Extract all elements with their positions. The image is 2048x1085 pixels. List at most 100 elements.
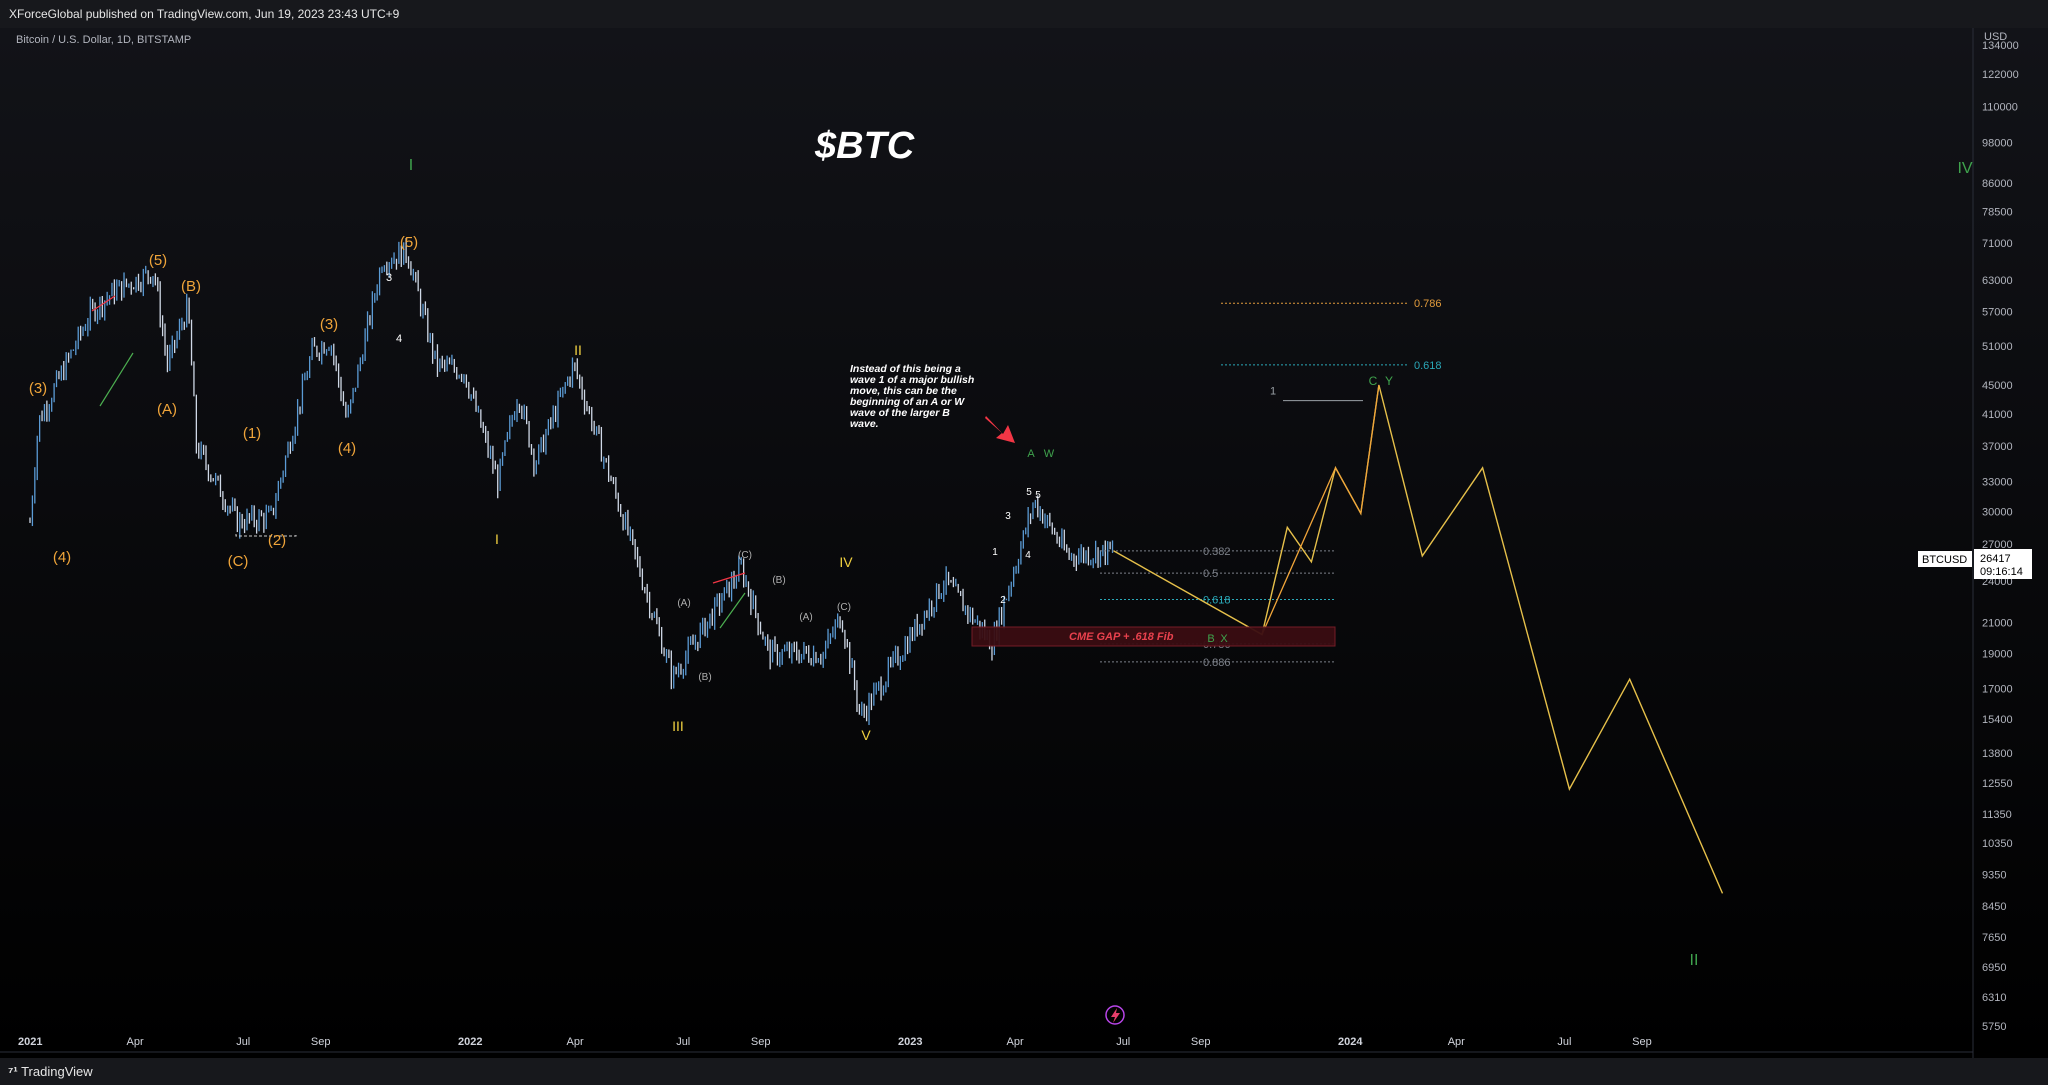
red-trendline [91,295,116,312]
price-tick: 13800 [1982,748,2013,760]
time-tick: 2024 [1338,1036,1363,1048]
time-tick: Sep [311,1036,331,1048]
wave-label: A [1027,448,1035,460]
chart-title: $BTC [814,125,915,167]
wave-label: (5) [149,252,167,269]
wave-label: IV [1957,160,1972,177]
wave-label: (C) [228,553,249,570]
price-tick: 19000 [1982,649,2013,661]
footer-bar: ⁷¹ TradingView [0,1058,2048,1085]
wave-label: II [1690,952,1699,969]
last-price-value: 26417 [1980,553,2011,565]
wave-label: 5 [1035,490,1041,501]
price-axis[interactable]: 134000 122000 110000 98000 86000 78500 71000 63… [1982,40,2019,1033]
wave-label: V [861,727,871,743]
chart-area[interactable]: Bitcoin / U.S. Dollar, 1D, BITSTAMP USD … [0,28,2048,1058]
lightning-event-icon[interactable] [1105,1005,1125,1025]
price-tick: 27000 [1982,539,2013,551]
publish-line: XForceGlobal published on TradingView.co… [9,7,400,21]
wave-label: I [495,531,499,547]
price-tick: 6310 [1982,992,2006,1004]
time-tick: Apr [566,1036,583,1048]
green-trendline [719,592,746,629]
wave-paths [1113,384,1724,894]
time-tick: Apr [1006,1036,1023,1048]
wave-label: II [574,342,582,358]
price-tick: 86000 [1982,178,2013,190]
wave-label: (3) [320,316,338,333]
wave-label: Y [1385,374,1393,388]
price-tick: 71000 [1982,238,2013,250]
wave-label: III [672,718,684,734]
price-tick: 33000 [1982,477,2013,489]
wave-label: 3 [386,272,392,284]
fib-label: 0.886 [1203,657,1231,669]
red-trendline [712,572,746,584]
ticker-tag [1918,551,1972,567]
wave-label: (A) [677,598,690,609]
wave-label: (1) [243,425,261,442]
wave-label: (A) [799,612,812,623]
wave-label: 1 [992,547,998,558]
price-tick: 134000 [1982,40,2019,52]
alt-projection-path [1261,384,1380,635]
price-tick: 78500 [1982,207,2013,219]
price-tick: 5750 [1982,1021,2006,1033]
time-tick: Jul [1116,1036,1130,1048]
wave-label: (C) [837,602,851,613]
projection-fib-label: 1 [1270,386,1276,398]
wave-label: 4 [1025,550,1031,561]
annotation-text: Instead of this being a wave 1 of a majo… [850,363,977,430]
wave-label: I [409,157,413,174]
wave-label: (3) [29,380,47,397]
cme-gap-label: CME GAP + .618 Fib [1069,631,1174,643]
price-candles [29,238,1114,726]
time-tick: Apr [126,1036,143,1048]
wave-label: B [1207,633,1214,645]
time-tick: Jul [1557,1036,1571,1048]
time-tick: Jul [676,1036,690,1048]
price-tick: 45000 [1982,380,2013,392]
wave-label: X [1220,633,1228,645]
price-tick: 17000 [1982,683,2013,695]
green-trendline [99,352,134,407]
price-tick: 51000 [1982,341,2013,353]
wave-label: (B) [181,278,201,295]
projection-fib-label: 0.786 [1414,298,1442,310]
wave-label: (2) [268,532,286,549]
time-tick: Sep [1632,1036,1652,1048]
price-tick: 122000 [1982,69,2019,81]
price-tick: 30000 [1982,506,2013,518]
wave-label: 4 [396,333,402,345]
tradingview-logo[interactable]: ⁷¹ TradingView [8,1064,93,1079]
wave-label: W [1044,448,1055,460]
price-tick: 9350 [1982,870,2006,882]
time-tick: 2021 [18,1036,42,1048]
time-tick: 2023 [898,1036,922,1048]
fib-label: 0.382 [1203,546,1231,558]
time-tick: Sep [1191,1036,1211,1048]
price-axis-title: USD [1984,31,2007,43]
price-tick: 98000 [1982,137,2013,149]
wave-label: C [1369,374,1378,388]
time-tick: Jul [236,1036,250,1048]
price-tick: 10350 [1982,838,2013,850]
time-tick: 2022 [458,1036,482,1048]
fib-label: 0.618 [1203,595,1231,607]
fib-label: 0.5 [1203,568,1218,580]
wave-label: (B) [772,575,785,586]
wave-label: 2 [1000,595,1006,606]
chart-svg[interactable]: Bitcoin / U.S. Dollar, 1D, BITSTAMP USD … [0,28,2048,1058]
wave-label: (4) [338,440,356,457]
price-tick: 8450 [1982,901,2006,913]
annotation-arrow [985,416,1015,443]
price-tick: 63000 [1982,275,2013,287]
price-tick: 21000 [1982,617,2013,629]
price-tick: 15400 [1982,714,2013,726]
time-axis[interactable]: 2021 Apr Jul Sep 2022 Apr Jul Sep 2023 Apr Jul Sep 2… [18,1036,1652,1048]
price-tick: 41000 [1982,409,2013,421]
wave-label: 3 [1005,511,1011,522]
time-tick: Sep [751,1036,771,1048]
